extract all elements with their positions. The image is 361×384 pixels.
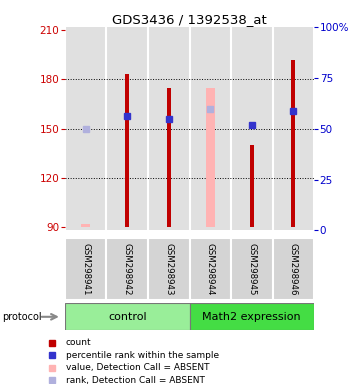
Text: count: count bbox=[66, 338, 91, 347]
Text: control: control bbox=[108, 312, 147, 322]
Text: GSM298943: GSM298943 bbox=[164, 243, 173, 295]
Bar bbox=[106, 238, 148, 300]
Bar bbox=[190, 27, 231, 230]
Bar bbox=[273, 238, 314, 300]
Bar bbox=[81, 224, 90, 227]
Title: GDS3436 / 1392538_at: GDS3436 / 1392538_at bbox=[112, 13, 267, 26]
Bar bbox=[65, 238, 106, 300]
Text: value, Detection Call = ABSENT: value, Detection Call = ABSENT bbox=[66, 363, 209, 372]
Text: rank, Detection Call = ABSENT: rank, Detection Call = ABSENT bbox=[66, 376, 204, 384]
Bar bbox=[250, 145, 254, 227]
Text: GSM298941: GSM298941 bbox=[81, 243, 90, 295]
Bar bbox=[65, 303, 190, 330]
Bar bbox=[125, 74, 129, 227]
Bar bbox=[148, 27, 190, 230]
Bar bbox=[206, 88, 215, 227]
Text: GSM298942: GSM298942 bbox=[123, 243, 132, 295]
Bar bbox=[190, 238, 231, 300]
Bar bbox=[231, 27, 273, 230]
Text: GSM298945: GSM298945 bbox=[247, 243, 256, 295]
Text: percentile rank within the sample: percentile rank within the sample bbox=[66, 351, 219, 360]
Bar bbox=[106, 27, 148, 230]
Text: Math2 expression: Math2 expression bbox=[203, 312, 301, 322]
Bar bbox=[148, 238, 190, 300]
Bar bbox=[190, 303, 314, 330]
Bar bbox=[65, 27, 106, 230]
Text: GSM298944: GSM298944 bbox=[206, 243, 215, 295]
Bar bbox=[231, 238, 273, 300]
Bar bbox=[273, 27, 314, 230]
Bar bbox=[167, 88, 171, 227]
Text: protocol: protocol bbox=[2, 312, 42, 322]
Text: GSM298946: GSM298946 bbox=[289, 243, 298, 295]
Bar bbox=[291, 60, 295, 227]
